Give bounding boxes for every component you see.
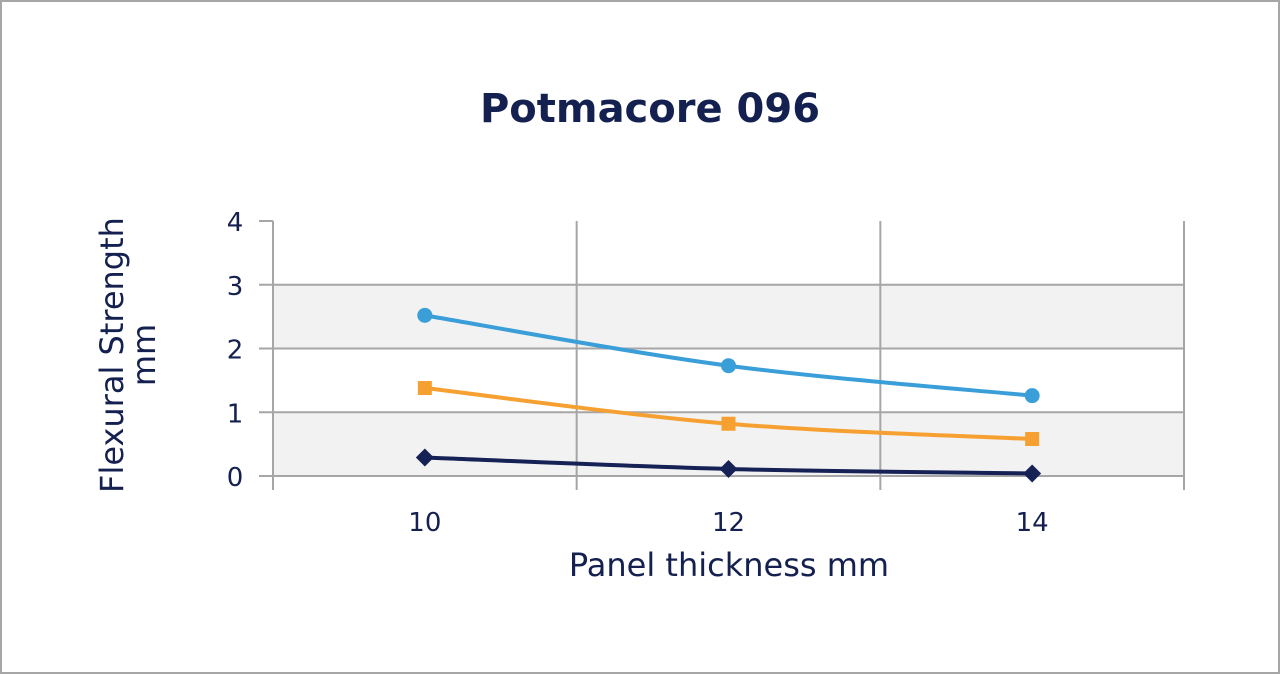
x-tick-label: 10 <box>408 508 441 538</box>
data-point-diamond <box>1023 464 1042 483</box>
data-point-square <box>417 381 432 396</box>
y-axis-label-line-2: mm <box>125 324 163 386</box>
y-tick-label: 4 <box>227 208 244 238</box>
data-point-square <box>721 416 736 431</box>
plot-bands <box>273 284 1184 476</box>
data-point-circle <box>1024 388 1040 404</box>
y-tick-label: 3 <box>227 272 244 302</box>
chart-title: Potmacore 096 <box>480 86 820 132</box>
x-tick-label: 14 <box>1016 508 1049 538</box>
y-tick-label: 1 <box>227 399 244 429</box>
y-tick-label: 0 <box>227 463 244 493</box>
y-axis-label-line-1: Flexural Strength <box>93 217 131 493</box>
data-point-circle <box>721 358 736 374</box>
x-tick-label: 12 <box>712 508 745 538</box>
data-point-circle <box>417 307 433 323</box>
y-tick-label: 2 <box>227 336 244 366</box>
series-group <box>415 307 1042 483</box>
data-point-diamond <box>415 448 434 467</box>
x-axis-label: Panel thickness mm <box>569 546 889 584</box>
data-point-square <box>1025 432 1040 447</box>
y-axis-label: Flexural Strength mm <box>93 217 163 493</box>
plot-band <box>273 284 1184 349</box>
data-point-diamond <box>719 459 738 478</box>
